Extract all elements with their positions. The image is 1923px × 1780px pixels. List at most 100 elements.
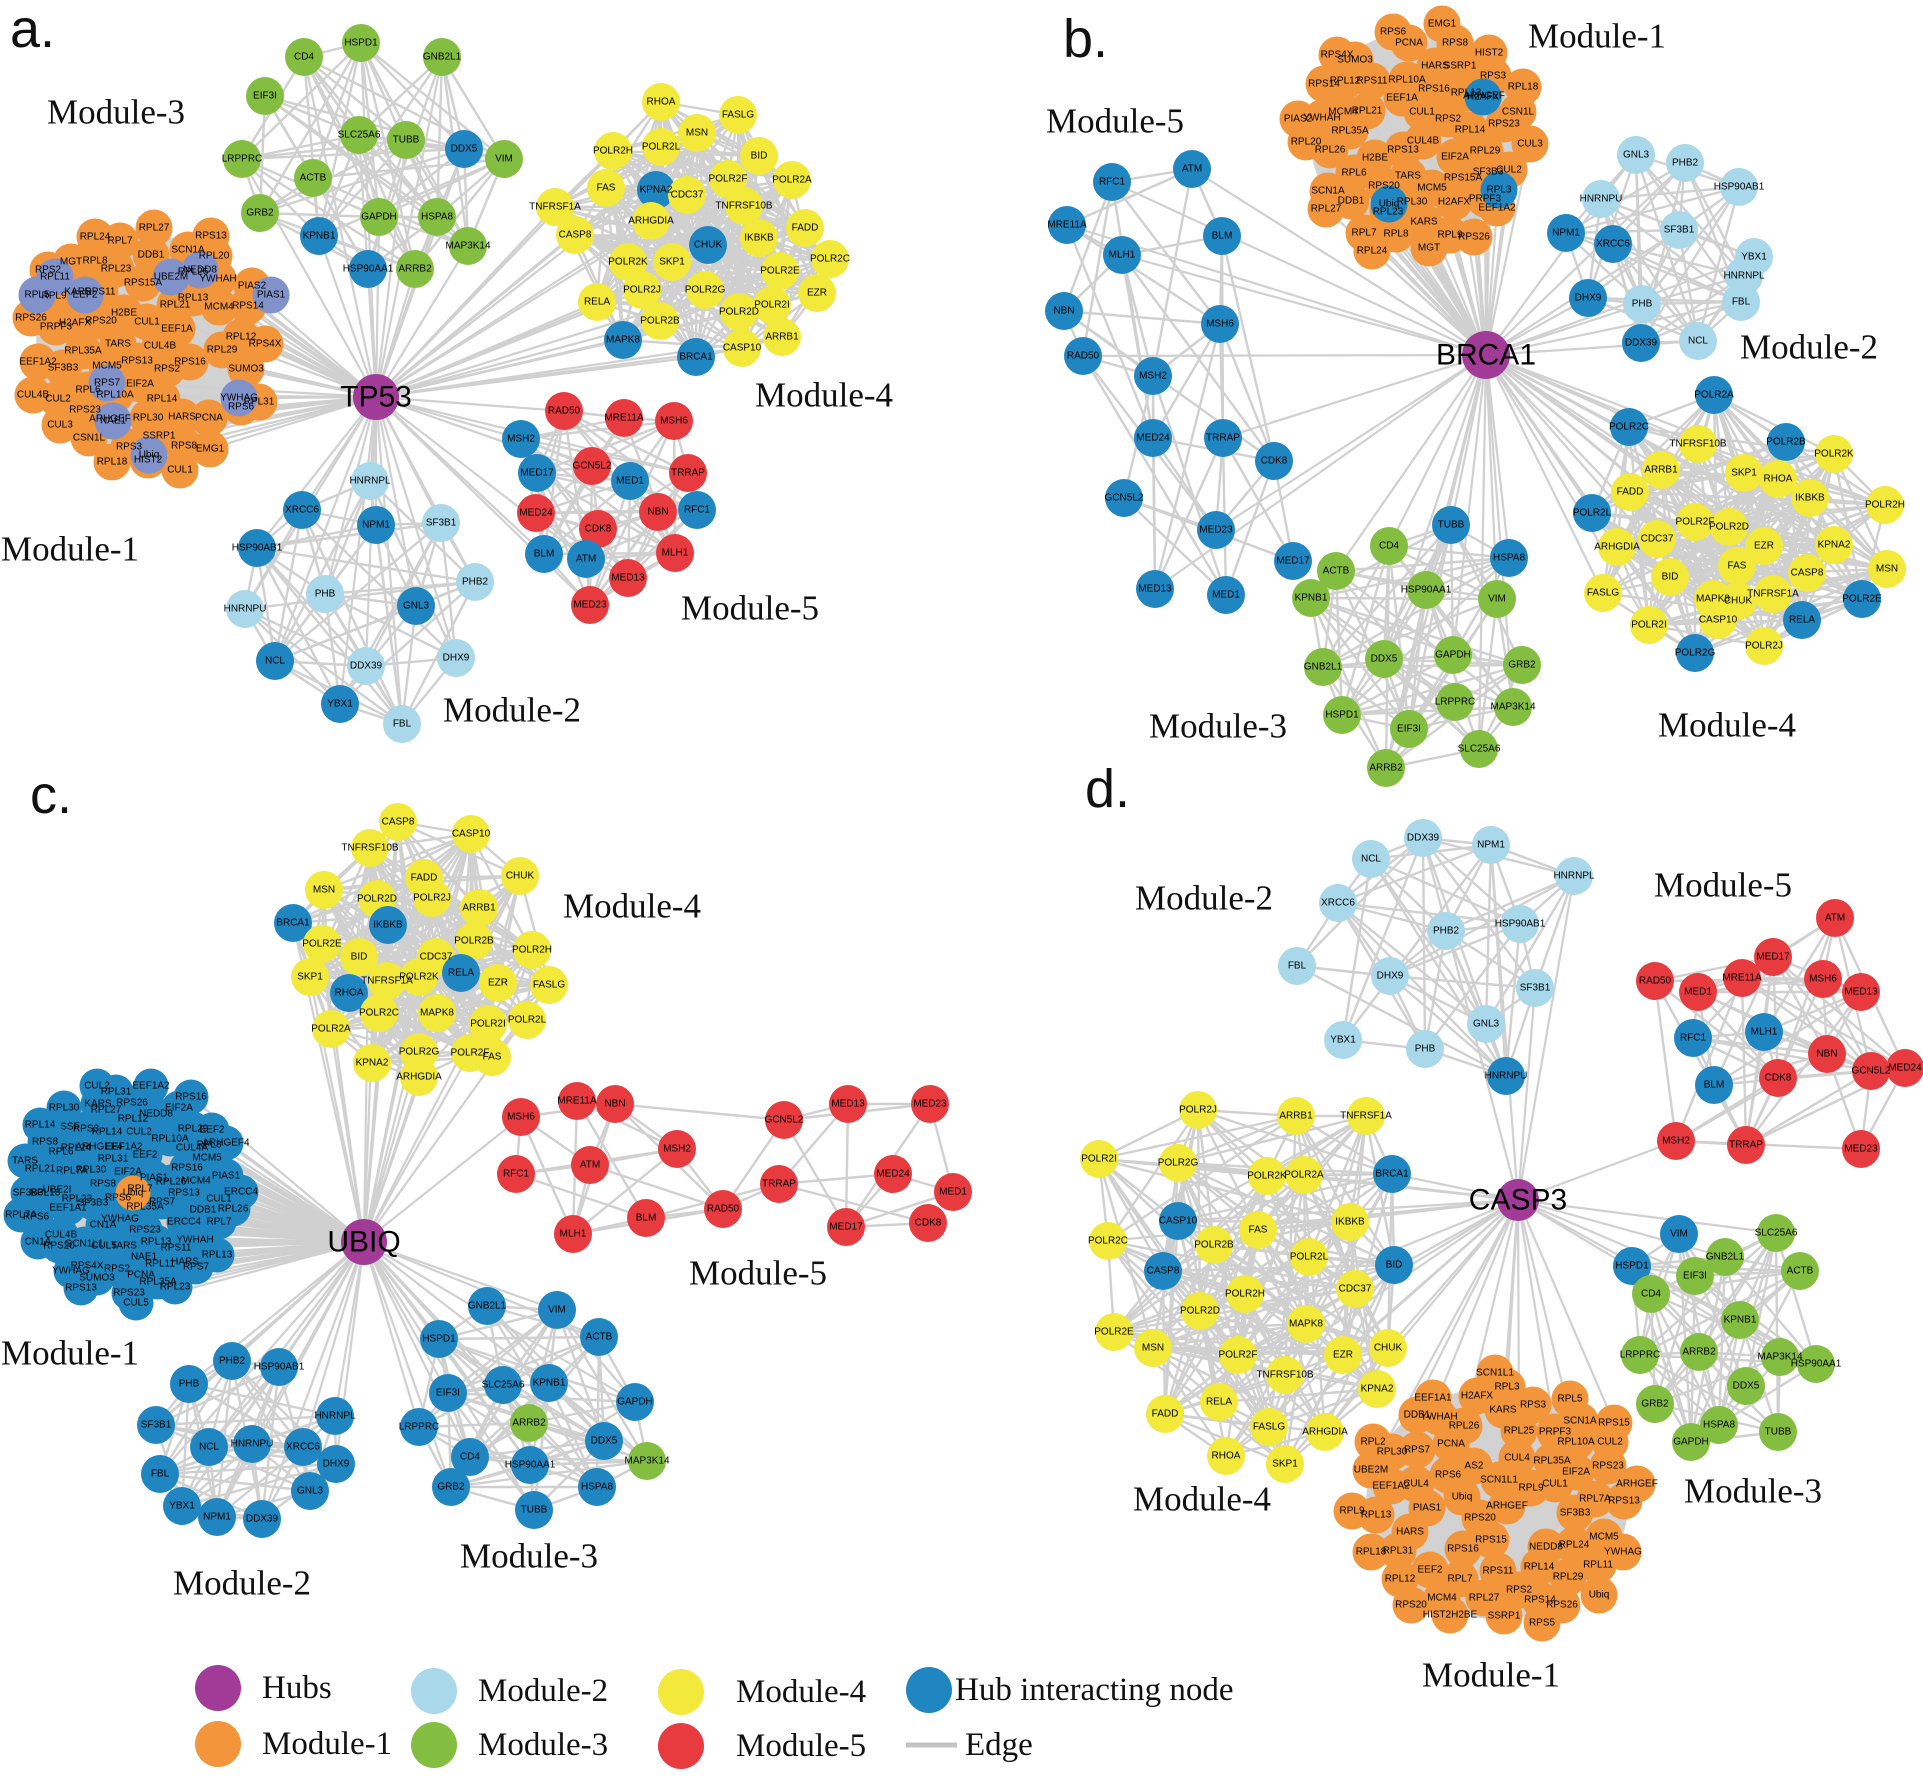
svg-text:PIAS1: PIAS1: [257, 290, 286, 301]
svg-text:KARS: KARS: [84, 1099, 112, 1110]
svg-text:EIF2A: EIF2A: [1441, 152, 1469, 163]
svg-text:RPL7A: RPL7A: [56, 1166, 88, 1177]
svg-text:BRCA1: BRCA1: [1436, 339, 1536, 372]
svg-text:HSP90AA1: HSP90AA1: [1401, 585, 1452, 596]
svg-text:SCN1A: SCN1A: [1311, 186, 1345, 197]
svg-text:RPS2: RPS2: [1506, 1585, 1533, 1596]
svg-text:HNRNPU: HNRNPU: [224, 604, 267, 615]
svg-text:CHUK: CHUK: [506, 871, 535, 882]
svg-text:ARHGEF: ARHGEF: [1616, 1479, 1658, 1490]
svg-text:RPL12: RPL12: [226, 332, 257, 343]
svg-text:RPL7: RPL7: [206, 1217, 231, 1228]
svg-text:MAPK8: MAPK8: [606, 335, 640, 346]
svg-text:MED13: MED13: [831, 1099, 865, 1110]
svg-text:ARRB2: ARRB2: [512, 1418, 546, 1429]
svg-text:TRRAP: TRRAP: [1729, 1140, 1763, 1151]
svg-text:PHB: PHB: [179, 1379, 200, 1390]
svg-text:NEDD8: NEDD8: [183, 265, 217, 276]
svg-text:RPL26: RPL26: [218, 1204, 249, 1215]
svg-text:PIAS1: PIAS1: [212, 1171, 241, 1182]
svg-text:CUL1: CUL1: [134, 317, 160, 328]
svg-text:HSP90AB1: HSP90AB1: [254, 1362, 305, 1373]
svg-text:RPL26: RPL26: [1315, 145, 1346, 156]
svg-text:PCNA: PCNA: [1395, 38, 1423, 49]
svg-text:ERCC4: ERCC4: [224, 1187, 258, 1198]
svg-text:MED1: MED1: [1212, 590, 1240, 601]
svg-text:EZR: EZR: [1333, 1350, 1353, 1361]
svg-text:HIST2: HIST2: [1475, 48, 1504, 59]
svg-text:TNFRSF1A: TNFRSF1A: [1747, 589, 1799, 600]
svg-text:RPS15: RPS15: [1475, 1535, 1507, 1546]
svg-text:SUMO3: SUMO3: [79, 1273, 115, 1284]
svg-text:POLR2L: POLR2L: [642, 142, 681, 153]
svg-text:RPS8: RPS8: [1442, 38, 1469, 49]
svg-text:EEF2: EEF2: [1417, 1565, 1442, 1576]
svg-text:PHB2: PHB2: [219, 1356, 246, 1367]
svg-text:FAS: FAS: [1728, 561, 1747, 572]
svg-text:NCL: NCL: [199, 1442, 219, 1453]
svg-text:RPS13: RPS13: [121, 356, 153, 367]
svg-text:ACTB: ACTB: [300, 173, 327, 184]
svg-text:HSP90AB1: HSP90AB1: [1495, 919, 1546, 930]
svg-text:RPL27: RPL27: [139, 223, 170, 234]
svg-text:GAPDH: GAPDH: [1435, 650, 1471, 661]
svg-text:MSH6: MSH6: [660, 416, 688, 427]
svg-text:RHOA: RHOA: [1764, 474, 1793, 485]
svg-text:CUL4B: CUL4B: [1407, 136, 1440, 147]
svg-text:HARS: HARS: [168, 412, 196, 423]
svg-text:YWHAH: YWHAH: [1420, 1412, 1457, 1423]
svg-text:NCL: NCL: [265, 656, 285, 667]
svg-text:POLR2K: POLR2K: [1247, 1171, 1287, 1182]
svg-text:SLC25A6: SLC25A6: [482, 1380, 525, 1391]
svg-text:RPL14: RPL14: [1455, 125, 1486, 136]
svg-text:CASP8: CASP8: [559, 230, 592, 241]
svg-text:RPS26: RPS26: [1458, 232, 1490, 243]
svg-text:RPL30: RPL30: [1397, 197, 1428, 208]
svg-text:ARHGDIA: ARHGDIA: [628, 216, 674, 227]
svg-text:SKP1: SKP1: [1272, 1459, 1298, 1470]
svg-text:Module-5: Module-5: [1046, 102, 1184, 141]
svg-text:POLR2I: POLR2I: [1081, 1154, 1117, 1165]
svg-text:CSN1L: CSN1L: [73, 433, 106, 444]
svg-text:RPL27: RPL27: [91, 1105, 122, 1116]
svg-text:MED1: MED1: [1684, 987, 1712, 998]
svg-text:BLM: BLM: [1704, 1080, 1725, 1091]
svg-text:POLR2I: POLR2I: [754, 300, 790, 311]
svg-text:RPL30: RPL30: [49, 1103, 80, 1114]
svg-text:KARS: KARS: [1410, 217, 1438, 228]
svg-text:RPL8: RPL8: [1383, 229, 1408, 240]
svg-text:RPL10A: RPL10A: [151, 1134, 189, 1145]
svg-text:RAD50: RAD50: [1639, 976, 1672, 987]
svg-text:TNFRSF10B: TNFRSF10B: [715, 201, 773, 212]
svg-text:RPS14: RPS14: [1524, 1595, 1556, 1606]
svg-text:RPL35A: RPL35A: [126, 1202, 164, 1213]
svg-text:RPL10A: RPL10A: [1557, 1437, 1595, 1448]
svg-text:TUBB: TUBB: [1765, 1427, 1792, 1438]
svg-text:RPL24: RPL24: [80, 232, 111, 243]
svg-text:GNL3: GNL3: [1623, 150, 1650, 161]
svg-text:EIF3I: EIF3I: [436, 1388, 460, 1399]
svg-text:SF3B3: SF3B3: [1473, 167, 1504, 178]
svg-text:DHX9: DHX9: [443, 653, 470, 664]
svg-text:POLR2F: POLR2F: [451, 1048, 490, 1059]
svg-text:GNL3: GNL3: [297, 1486, 324, 1497]
svg-text:PIAS2: PIAS2: [238, 281, 267, 292]
svg-text:MED13: MED13: [1844, 987, 1878, 998]
svg-text:RPL31: RPL31: [98, 1154, 129, 1165]
svg-text:RPS14: RPS14: [232, 301, 264, 312]
svg-text:KPNA2: KPNA2: [1818, 540, 1851, 551]
svg-text:Edge: Edge: [965, 1727, 1033, 1763]
svg-text:SLC25A6: SLC25A6: [1755, 1228, 1798, 1239]
svg-text:MCM5: MCM5: [1417, 183, 1447, 194]
svg-text:Module-2: Module-2: [1135, 879, 1273, 918]
svg-text:LRPPRC: LRPPRC: [399, 1422, 440, 1433]
svg-text:XRCC6: XRCC6: [1596, 239, 1630, 250]
svg-text:IKBKB: IKBKB: [1335, 1217, 1365, 1228]
svg-text:DDX39: DDX39: [246, 1514, 279, 1525]
svg-text:NBN: NBN: [647, 507, 668, 518]
svg-text:RPS16: RPS16: [171, 1163, 203, 1174]
svg-text:RPL21: RPL21: [160, 300, 191, 311]
svg-text:NBN: NBN: [604, 1099, 625, 1110]
svg-text:RPS3: RPS3: [1480, 71, 1507, 82]
svg-text:CHUK: CHUK: [694, 240, 723, 251]
